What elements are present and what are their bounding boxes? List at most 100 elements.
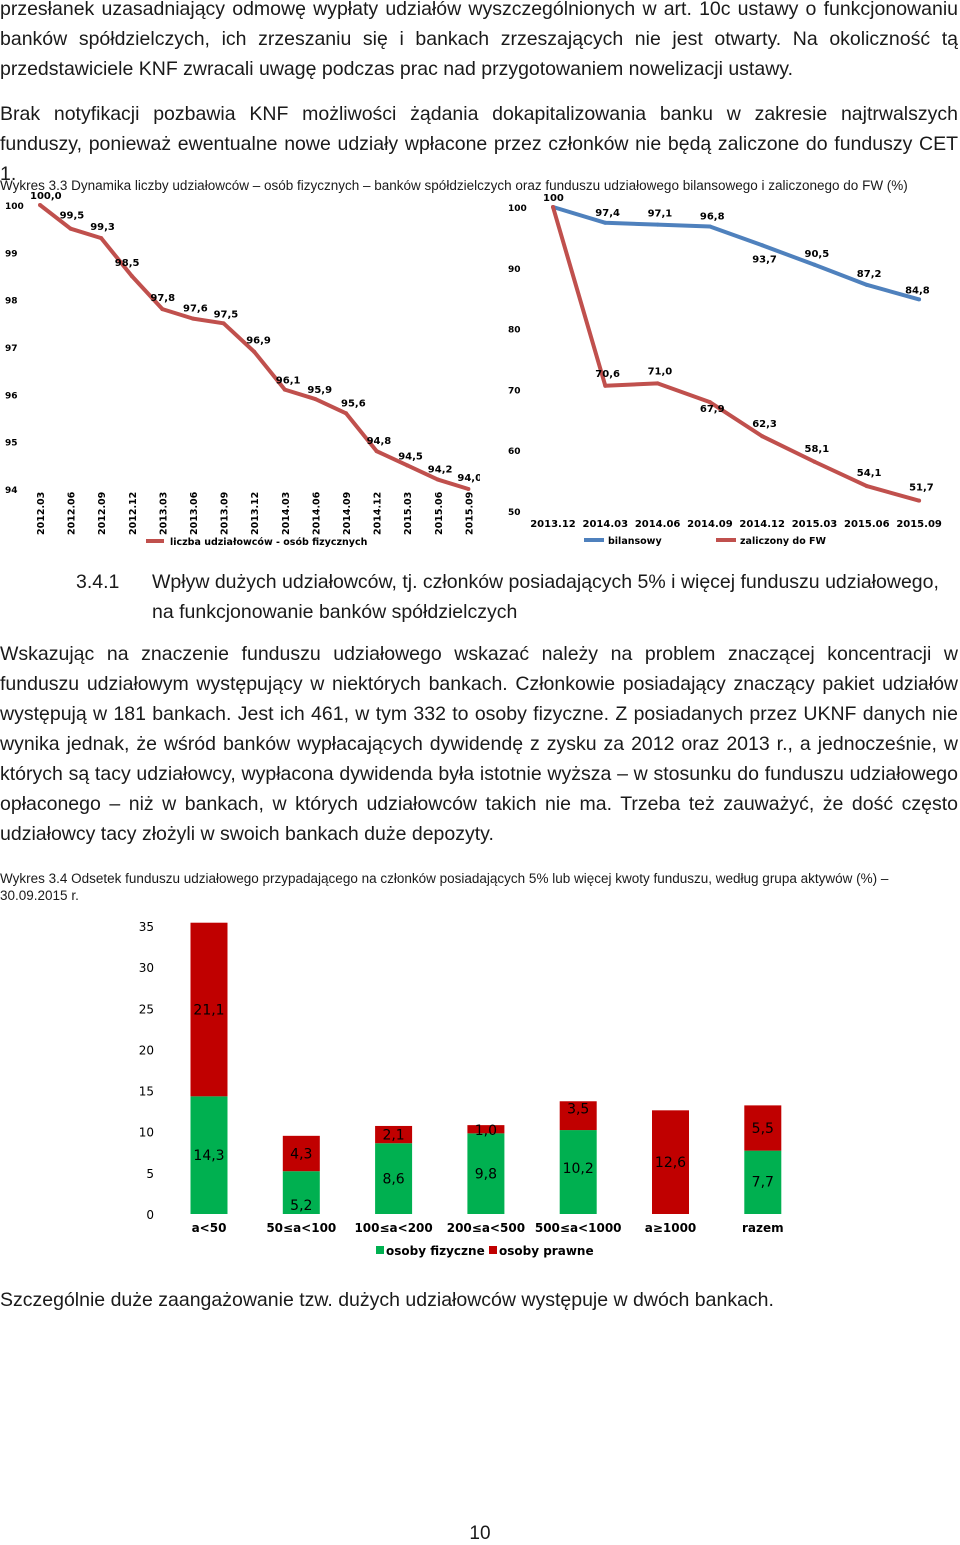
y-tick-label: 70 [508,386,521,396]
data-label: 90,5 [805,249,830,260]
x-tick-label: 2015.06 [844,519,890,530]
bar-segment-osoby-prawne [282,1135,320,1172]
x-tick-label: 500≤a<1000 [535,1221,622,1235]
data-label: 14,3 [193,1148,224,1164]
x-tick-label: 100≤a<200 [354,1221,432,1235]
y-tick-label: 94 [5,486,18,496]
x-tick-label: 2014.12 [373,492,384,535]
data-point [551,205,555,209]
y-tick-label: 80 [508,326,521,336]
y-tick-label: 90 [508,265,521,275]
chart-share-fund: 100 90 80 70 60 50 2013.12 2014.03 2014.06 2014.0… [508,193,942,547]
data-label: 2,1 [382,1128,404,1144]
data-label: 8,6 [382,1172,404,1188]
x-tick-label: 2013.06 [189,491,200,535]
chart-shareholders-count: 100 99 98 97 96 95 94 2012.03 2012.06 2012.09 2012… [5,191,480,548]
top-paragraph: przesłanek uzasadniający odmowę wypłaty … [0,0,958,80]
paragraph-cet1: Brak notyfikacji pozbawia KNF możliwości… [0,103,958,185]
bar-segment-osoby-prawne [467,1125,505,1134]
data-label: 71,0 [648,366,673,377]
data-label: 93,7 [752,254,777,265]
data-label: 97,6 [183,304,208,315]
data-point [812,459,817,464]
data-label: 51,7 [909,483,934,494]
data-label: 96,8 [700,211,725,222]
data-label: 7,7 [752,1174,774,1190]
data-point [38,203,42,207]
data-label: 70,6 [595,369,620,380]
data-point [252,349,257,354]
legend-label: liczba udziałowców - osób fizycznych [170,537,368,548]
bar-segment-osoby-fizyczne [744,1150,782,1214]
data-label: 5,2 [290,1198,312,1214]
data-label: 95,6 [341,398,366,409]
data-point [603,383,608,388]
x-tick-label: 2015.06 [434,491,445,535]
legend-swatch [489,1246,497,1254]
legend-label: osoby fizyczne [386,1244,485,1258]
section-title: Wpływ dużych udziałowców, tj. członków p… [152,571,939,623]
data-point [864,282,869,287]
data-label: 62,3 [752,419,777,430]
data-label: 99,3 [90,222,115,233]
data-label: 97,5 [214,309,239,320]
x-tick-label: 2014.09 [687,519,733,530]
chart-large-shareholders: 35 30 25 20 15 10 5 0 a<50 50≤a<100 100≤a<200 200≤a… [139,920,784,1258]
data-label: 10,2 [563,1161,594,1177]
data-point [707,224,712,229]
bar-segment-osoby-fizyczne [467,1133,505,1214]
y-tick-label: 5 [146,1167,154,1181]
data-point [282,387,287,392]
x-tick-label: 2015.03 [403,492,414,535]
x-tick-label: 200≤a<500 [447,1221,525,1235]
y-tick-label: 15 [139,1085,154,1099]
x-tick-label: razem [742,1221,784,1235]
data-label: 100,0 [30,191,62,202]
data-point [917,297,922,302]
data-point [435,477,440,482]
x-tick-label: 2012.09 [97,492,108,535]
data-label: 99,5 [60,211,85,222]
y-tick-label: 96 [5,391,18,401]
data-point [707,400,712,405]
data-point [864,484,869,489]
data-point [129,274,134,278]
data-label: 94,5 [398,451,423,462]
data-point [191,316,195,321]
bar-segment-osoby-fizyczne [190,1096,228,1214]
x-tick-label: 2014.06 [635,519,681,530]
data-label: 96,1 [276,376,301,387]
data-label: 94,0 [457,473,480,484]
data-label: 3,5 [567,1101,589,1117]
data-label: 87,2 [857,269,882,280]
bar-segment-osoby-fizyczne [375,1143,413,1214]
series-line-shareholders [38,203,469,491]
x-tick-label: 2012.12 [128,492,139,535]
data-point [655,222,660,227]
y-tick-label: 35 [139,920,154,934]
x-tick-label: a<50 [192,1221,227,1235]
x-tick-label: 2015.03 [792,519,838,530]
data-point [760,434,765,439]
x-tick-label: 2014.09 [342,492,353,535]
data-label: 95,9 [307,385,332,396]
series-line-balance [552,205,920,302]
data-point [917,498,922,503]
chart-caption-3-4: Wykres 3.4 Odsetek funduszu udziałowego … [0,871,889,903]
data-label: 84,8 [905,285,930,296]
data-point [221,321,226,326]
bar-segment-osoby-prawne [559,1101,597,1131]
data-label: 58,1 [805,444,830,455]
y-tick-label: 60 [508,447,521,457]
x-tick-label: 2014.06 [311,491,322,535]
y-tick-label: 97 [5,344,18,354]
y-tick-label: 100 [5,202,24,212]
x-tick-label: 2013.12 [530,519,576,530]
x-tick-label: 2014.03 [281,492,292,535]
legend-swatch [376,1246,384,1254]
data-label: 98,5 [115,258,140,269]
data-point [160,307,165,312]
x-tick-label: a≥1000 [645,1221,697,1235]
x-tick-label: 2012.03 [36,492,47,535]
data-label: 94,2 [428,465,453,476]
